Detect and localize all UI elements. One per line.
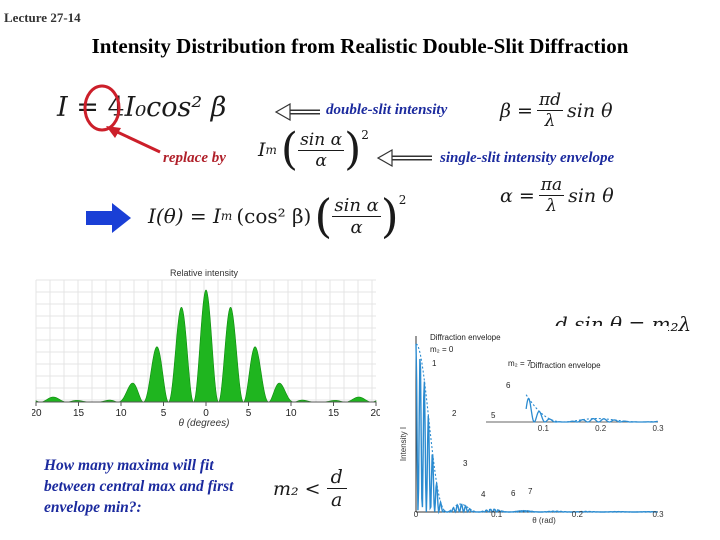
question-text: How many maxima will fit between central… xyxy=(44,457,234,516)
chart2-ylabel: Intensity I xyxy=(399,427,408,461)
beta-fraction: πd λ xyxy=(536,90,564,131)
label-replace-by: replace by xyxy=(163,150,226,166)
chart2-annotation: 4 xyxy=(481,490,486,499)
red-arrow-head xyxy=(106,126,121,138)
paren-open: ( xyxy=(280,124,299,175)
chart1-tick-label: 15 xyxy=(328,408,340,419)
chart2-annotation: m₂ = 7 xyxy=(508,359,532,368)
label-double-slit: double-slit intensity xyxy=(326,102,448,118)
full-paren-open: ( xyxy=(314,189,333,243)
chart2-annotation: 6 xyxy=(506,381,511,390)
eq1-rest: I₀cos² β xyxy=(124,92,227,123)
full-paren-close: ) xyxy=(380,189,399,243)
full-mid: (cos² β) xyxy=(236,204,312,228)
chart2-tick-label: 0.3 xyxy=(652,510,664,519)
paren-close: ) xyxy=(344,124,362,175)
alpha-rhs: sin θ xyxy=(568,184,614,207)
alpha-lhs: α = xyxy=(500,184,535,207)
replace-num: sin α xyxy=(298,129,345,151)
equation-alpha: α = πa λ sin θ xyxy=(500,175,614,216)
full-fraction: sin α α xyxy=(332,194,381,238)
chart2-inset-envelope xyxy=(525,394,658,423)
chart2-annotation: 3 xyxy=(463,459,468,468)
red-circle xyxy=(83,84,121,132)
chart2-annotation: 1 xyxy=(432,359,437,368)
full-lhs: I(θ) = I xyxy=(148,204,221,228)
chart2-background xyxy=(396,326,668,526)
red-arrow-line xyxy=(112,128,161,154)
chart2-annotation: m₂ = 0 xyxy=(430,345,454,354)
alpha-num: πa xyxy=(538,175,565,196)
envelope-intensity-chart: 0 0.10.10.20.20.30.3 Intensity I θ (rad) … xyxy=(396,326,668,526)
chart1-tick-label: 10 xyxy=(285,408,297,419)
chart2-tick-label: 0.2 xyxy=(572,510,584,519)
full-den: α xyxy=(350,216,363,238)
chart2-ticks: 0 0.1 0.1 0.2 0.2 0.3 0.3 xyxy=(414,424,664,519)
beta-lhs: β = xyxy=(500,99,533,122)
chart1-tick-label: 0 xyxy=(203,408,209,419)
chart2-tick-label: 0 xyxy=(414,510,419,519)
equation-m2-bound: m₂ < d a xyxy=(273,466,347,511)
chart2-xlabel: θ (rad) xyxy=(532,516,556,525)
replace-exp: 2 xyxy=(361,128,369,142)
full-exp: 2 xyxy=(398,193,407,207)
chart2-envelope-curve xyxy=(415,343,658,513)
beta-num: πd xyxy=(536,90,564,111)
chart1-tick-label: 20 xyxy=(370,408,380,419)
label-single-slit: single-slit intensity envelope xyxy=(440,150,615,166)
replace-fraction: sin α α xyxy=(298,129,345,171)
chart2-inset-tick-label: 0.1 xyxy=(538,424,550,433)
full-sub: m xyxy=(220,209,233,223)
m2-lhs: m₂ < xyxy=(273,477,321,500)
chart2-tick-label: 0.1 xyxy=(491,510,503,519)
chart2-inset-tick-label: 0.3 xyxy=(652,424,664,433)
chart2-annotation: 2 xyxy=(452,409,457,418)
chart2-annotations: Diffraction envelope m₂ = 0 1 2 3 4 6 7 m₂ = 7 6 5… xyxy=(430,333,601,499)
chart2-annotation: 7 xyxy=(528,487,533,496)
full-num: sin α xyxy=(332,194,381,217)
eq1-lhs: I = xyxy=(57,92,108,123)
intensity-pattern-chart: Relative intensity 20 15 10 5 0 5 10 15 20 θ (de… xyxy=(32,262,380,432)
equation-double-slit: I = 4I₀cos² β xyxy=(57,92,226,123)
chart1-tick-label: 5 xyxy=(246,408,252,419)
chart2-inset-tick-label: 0.2 xyxy=(595,424,607,433)
chart1-tick-label: 15 xyxy=(73,408,85,419)
m2-fraction: d a xyxy=(326,466,347,511)
chart1-xlabel: θ (degrees) xyxy=(178,418,229,429)
chart1-title: Relative intensity xyxy=(170,268,239,278)
eq1-four: 4 xyxy=(107,92,125,123)
double-arrow-left-1 xyxy=(274,102,320,122)
chart2-marks xyxy=(415,336,658,515)
alpha-den: λ xyxy=(546,196,557,216)
m2-num: d xyxy=(326,466,347,489)
chart2-annotation: Diffraction envelope xyxy=(530,361,601,370)
replace-sub: m xyxy=(265,143,277,157)
m2-den: a xyxy=(331,489,343,511)
chart1-tick-label: 5 xyxy=(161,408,167,419)
slide-title: Intensity Distribution from Realistic Do… xyxy=(91,34,629,58)
replace-den: α xyxy=(315,150,327,171)
chart2-annotation: Diffraction envelope xyxy=(430,333,501,342)
chart1-ticks: 20 15 10 5 0 5 10 15 20 xyxy=(32,402,380,419)
blue-right-arrow xyxy=(86,203,131,233)
alpha-fraction: πa λ xyxy=(538,175,565,216)
beta-den: λ xyxy=(544,111,556,131)
double-arrow-left-2 xyxy=(376,148,432,168)
chart2-annotation: 5 xyxy=(491,411,496,420)
lecture-number: Lecture 27-14 xyxy=(4,10,81,25)
chart2-annotation: 6 xyxy=(511,489,516,498)
equation-beta: β = πd λ sin θ xyxy=(500,90,613,131)
chart1-tick-label: 10 xyxy=(115,408,127,419)
beta-rhs: sin θ xyxy=(567,99,613,122)
chart1-tick-label: 20 xyxy=(32,408,42,419)
replace-pre: I xyxy=(258,139,266,161)
